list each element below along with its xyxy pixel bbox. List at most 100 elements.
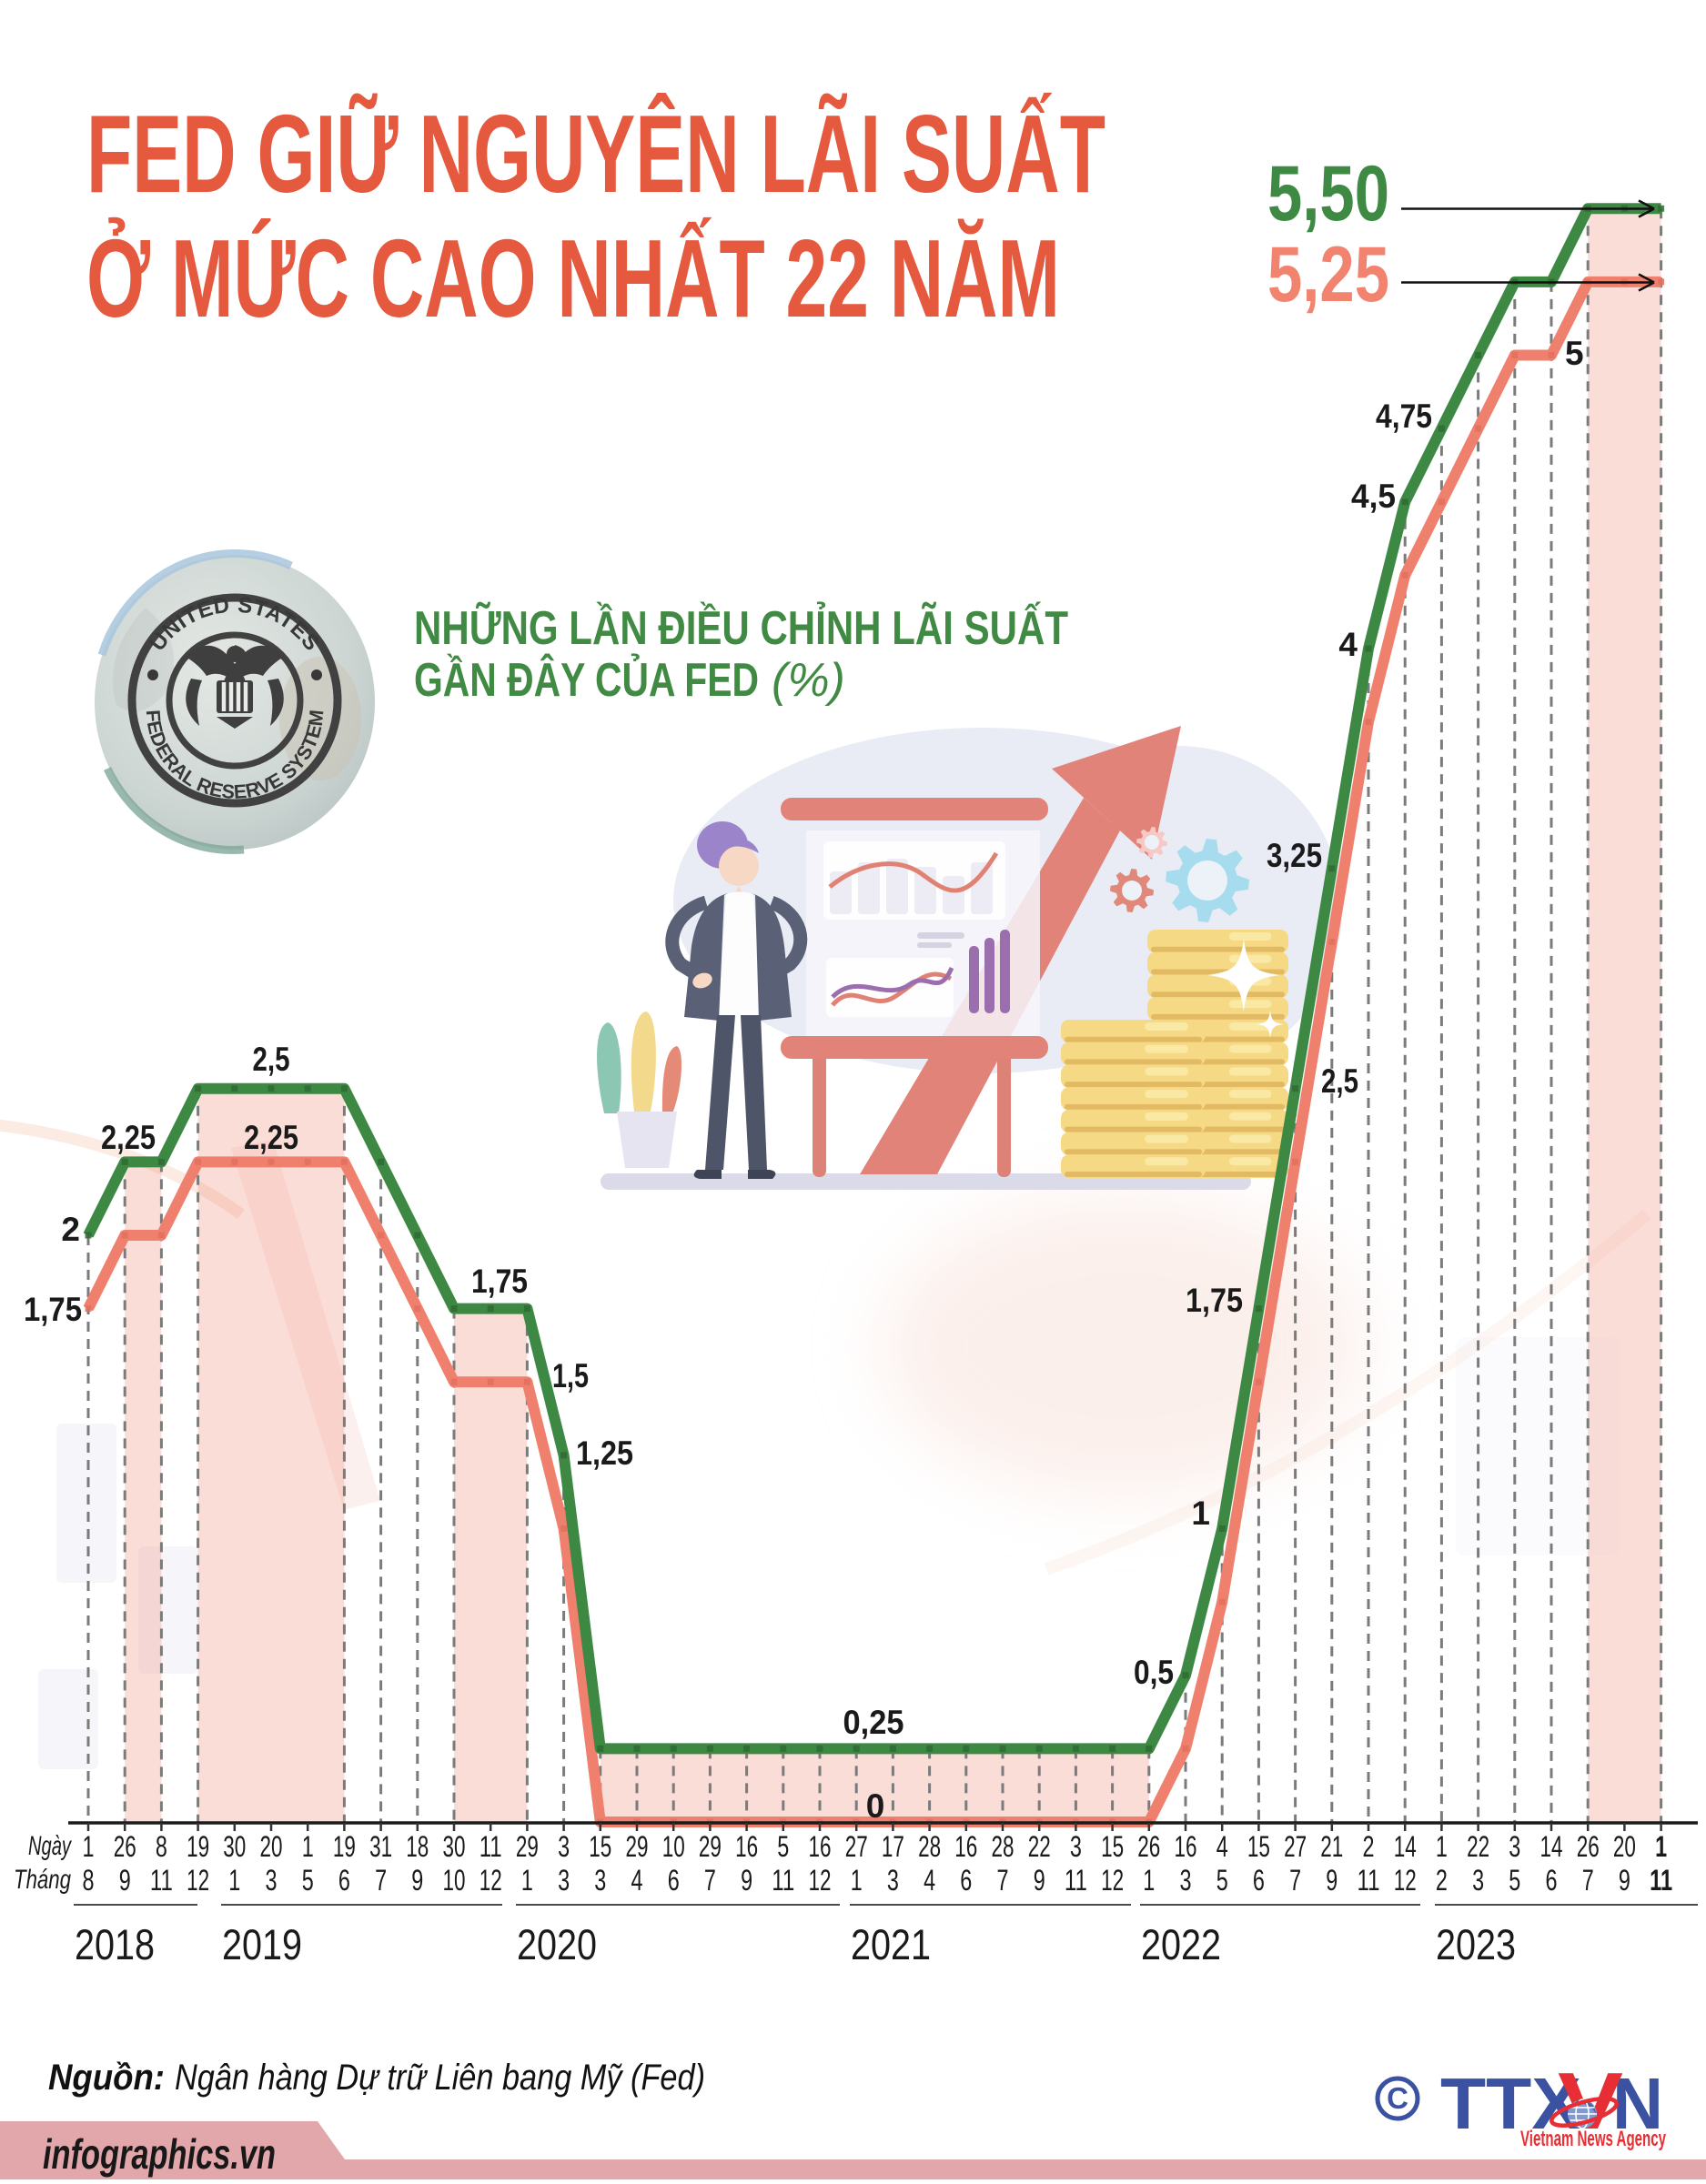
svg-text:2: 2 <box>61 1211 80 1248</box>
svg-text:Nguồn:: Nguồn: <box>48 2058 165 2098</box>
svg-text:11: 11 <box>479 1830 502 1863</box>
svg-text:2021: 2021 <box>851 1920 931 1968</box>
svg-text:12: 12 <box>1101 1864 1124 1897</box>
svg-text:17: 17 <box>882 1830 904 1863</box>
svg-text:3: 3 <box>266 1864 278 1897</box>
svg-text:0,25: 0,25 <box>843 1704 904 1741</box>
svg-text:5: 5 <box>1565 335 1584 372</box>
svg-text:30: 30 <box>223 1830 246 1863</box>
svg-text:1: 1 <box>83 1830 95 1863</box>
svg-text:1: 1 <box>302 1830 314 1863</box>
svg-text:2: 2 <box>1363 1830 1375 1863</box>
svg-text:12: 12 <box>479 1864 502 1897</box>
svg-text:3: 3 <box>1180 1864 1192 1897</box>
svg-text:5,50: 5,50 <box>1267 150 1389 237</box>
svg-text:8: 8 <box>156 1830 167 1863</box>
svg-text:2019: 2019 <box>222 1920 302 1968</box>
svg-text:5: 5 <box>1509 1864 1520 1897</box>
svg-text:3,25: 3,25 <box>1267 837 1322 874</box>
svg-text:7: 7 <box>1289 1864 1301 1897</box>
svg-text:2018: 2018 <box>75 1920 155 1968</box>
svg-text:3: 3 <box>1070 1830 1082 1863</box>
svg-text:2020: 2020 <box>517 1920 597 1968</box>
svg-text:6: 6 <box>338 1864 350 1897</box>
svg-text:4,75: 4,75 <box>1376 398 1432 435</box>
svg-text:1,75: 1,75 <box>1186 1282 1243 1319</box>
svg-text:2,25: 2,25 <box>101 1119 156 1156</box>
svg-text:29: 29 <box>699 1830 722 1863</box>
svg-text:12: 12 <box>187 1864 209 1897</box>
svg-text:1: 1 <box>228 1864 240 1897</box>
svg-text:19: 19 <box>187 1830 209 1863</box>
svg-text:12: 12 <box>1394 1864 1417 1897</box>
svg-text:0,5: 0,5 <box>1134 1654 1174 1691</box>
svg-text:0: 0 <box>866 1787 885 1825</box>
svg-text:9: 9 <box>411 1864 423 1897</box>
svg-text:9: 9 <box>1619 1864 1630 1897</box>
svg-text:3: 3 <box>558 1864 570 1897</box>
svg-text:1: 1 <box>1436 1830 1448 1863</box>
svg-text:3: 3 <box>594 1864 606 1897</box>
svg-text:6: 6 <box>1546 1864 1558 1897</box>
svg-text:3: 3 <box>558 1830 570 1863</box>
svg-text:16: 16 <box>735 1830 758 1863</box>
svg-text:4: 4 <box>1338 626 1358 663</box>
svg-text:14: 14 <box>1394 1830 1417 1863</box>
svg-text:7: 7 <box>375 1864 387 1897</box>
svg-text:4,5: 4,5 <box>1351 478 1396 515</box>
svg-text:1: 1 <box>851 1864 863 1897</box>
svg-text:6: 6 <box>960 1864 972 1897</box>
svg-text:16: 16 <box>954 1830 977 1863</box>
svg-text:5,25: 5,25 <box>1267 231 1389 318</box>
svg-text:26: 26 <box>1137 1830 1160 1863</box>
svg-text:26: 26 <box>114 1830 136 1863</box>
svg-text:1,75: 1,75 <box>24 1291 82 1328</box>
svg-text:26: 26 <box>1577 1830 1600 1863</box>
svg-text:2,5: 2,5 <box>1321 1062 1358 1100</box>
svg-text:TTX: TTX <box>1440 2063 1581 2144</box>
svg-text:7: 7 <box>997 1864 1009 1897</box>
svg-text:4: 4 <box>924 1864 935 1897</box>
svg-text:(%): (%) <box>772 654 845 707</box>
svg-text:15: 15 <box>1247 1830 1270 1863</box>
svg-text:30: 30 <box>443 1830 466 1863</box>
svg-text:Ngân hàng Dự trữ Liên bang Mỹ: Ngân hàng Dự trữ Liên bang Mỹ (Fed) <box>175 2058 705 2098</box>
svg-text:14: 14 <box>1540 1830 1563 1863</box>
svg-text:12: 12 <box>809 1864 832 1897</box>
svg-text:C: C <box>1387 2081 1408 2115</box>
svg-text:GẦN ĐÂY CỦA FED: GẦN ĐÂY CỦA FED <box>414 653 759 707</box>
svg-text:infographics.vn: infographics.vn <box>43 2130 276 2178</box>
svg-text:2,25: 2,25 <box>244 1119 298 1156</box>
svg-text:2,5: 2,5 <box>253 1041 290 1078</box>
svg-text:Tháng: Tháng <box>14 1865 71 1895</box>
svg-text:16: 16 <box>1175 1830 1197 1863</box>
svg-text:31: 31 <box>369 1830 392 1863</box>
svg-text:15: 15 <box>589 1830 611 1863</box>
svg-text:6: 6 <box>1253 1864 1265 1897</box>
svg-text:2: 2 <box>1436 1864 1448 1897</box>
svg-text:3: 3 <box>1472 1864 1484 1897</box>
svg-text:29: 29 <box>626 1830 649 1863</box>
svg-text:1,25: 1,25 <box>576 1434 633 1472</box>
svg-text:22: 22 <box>1028 1830 1051 1863</box>
svg-text:11: 11 <box>150 1864 173 1897</box>
svg-text:16: 16 <box>809 1830 832 1863</box>
svg-text:9: 9 <box>1326 1864 1338 1897</box>
svg-text:3: 3 <box>887 1864 899 1897</box>
svg-text:18: 18 <box>406 1830 429 1863</box>
svg-text:N: N <box>1612 2063 1663 2144</box>
svg-text:11: 11 <box>1650 1864 1672 1897</box>
svg-text:1: 1 <box>1143 1864 1155 1897</box>
svg-text:2022: 2022 <box>1141 1920 1221 1968</box>
svg-text:1: 1 <box>1191 1495 1210 1532</box>
svg-text:10: 10 <box>443 1864 466 1897</box>
svg-text:22: 22 <box>1467 1830 1489 1863</box>
svg-text:21: 21 <box>1320 1830 1343 1863</box>
svg-text:20: 20 <box>260 1830 283 1863</box>
svg-text:9: 9 <box>741 1864 752 1897</box>
svg-text:7: 7 <box>1582 1864 1594 1897</box>
svg-text:28: 28 <box>918 1830 941 1863</box>
svg-text:10: 10 <box>662 1830 685 1863</box>
svg-text:8: 8 <box>83 1864 95 1897</box>
svg-text:9: 9 <box>1034 1864 1045 1897</box>
